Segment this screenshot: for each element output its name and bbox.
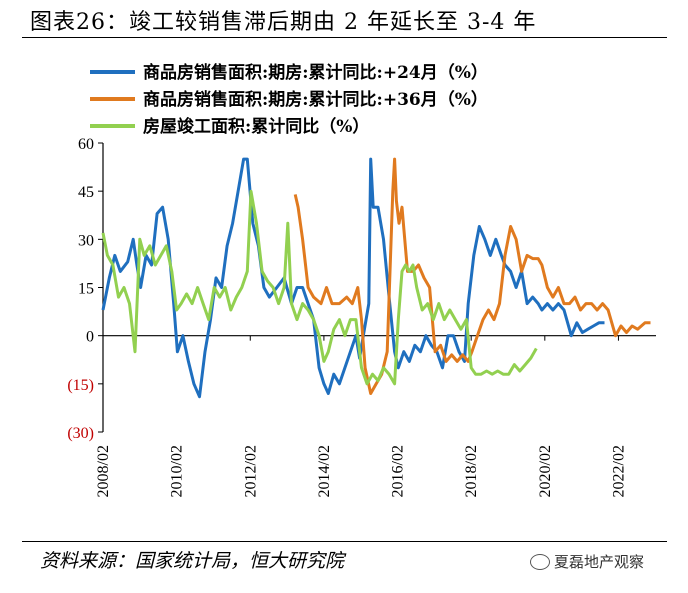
watermark: 夏磊地产观察: [530, 551, 644, 572]
x-tick-label: 2008/02: [95, 445, 112, 497]
legend-label-1: 商品房销售面积:期房:累计同比:+24月（%）: [143, 62, 488, 83]
y-tick-label: (15): [67, 377, 94, 394]
y-tick-label: 15: [78, 281, 94, 298]
y-tick-label: 30: [78, 232, 94, 249]
source-rule: [22, 541, 667, 542]
series-line-2: [293, 157, 651, 395]
y-tick-label: 60: [78, 136, 94, 153]
legend-label-3: 房屋竣工面积:累计同比（%）: [143, 116, 369, 137]
y-tick-label: 45: [78, 184, 94, 201]
x-tick-label: 2018/02: [463, 445, 480, 497]
y-tick-label: (30): [67, 425, 94, 442]
wechat-icon: [530, 553, 550, 570]
title-rule: [22, 37, 667, 38]
series-line-3: [101, 189, 538, 386]
watermark-text: 夏磊地产观察: [554, 553, 645, 571]
plot-area: [101, 157, 651, 399]
y-tick-label: 0: [86, 329, 94, 346]
x-tick-label: 2010/02: [169, 445, 186, 497]
x-tick-label: 2022/02: [610, 445, 627, 497]
chart-title: 图表26：竣工较销售滞后期由 2 年延长至 3-4 年: [30, 10, 537, 35]
source-note: 资料来源：国家统计局，恒大研究院: [40, 550, 345, 572]
axes: 60 45 30 15 0 (15) (30)2008/02 2010/02 2012/02 20…: [67, 136, 656, 497]
x-tick-label: 2020/02: [537, 445, 554, 497]
legend-label-2: 商品房销售面积:期房:累计同比:+36月（%）: [143, 89, 488, 110]
legend: 商品房销售面积:期房:累计同比:+24月（%） 商品房销售面积:期房:累计同比:+…: [90, 62, 488, 137]
x-tick-label: 2014/02: [316, 445, 333, 497]
x-tick-label: 2016/02: [390, 445, 407, 497]
chart: 商品房销售面积:期房:累计同比:+24月（%） 商品房销售面积:期房:累计同比:+…: [67, 62, 656, 497]
x-tick-label: 2012/02: [242, 445, 259, 497]
